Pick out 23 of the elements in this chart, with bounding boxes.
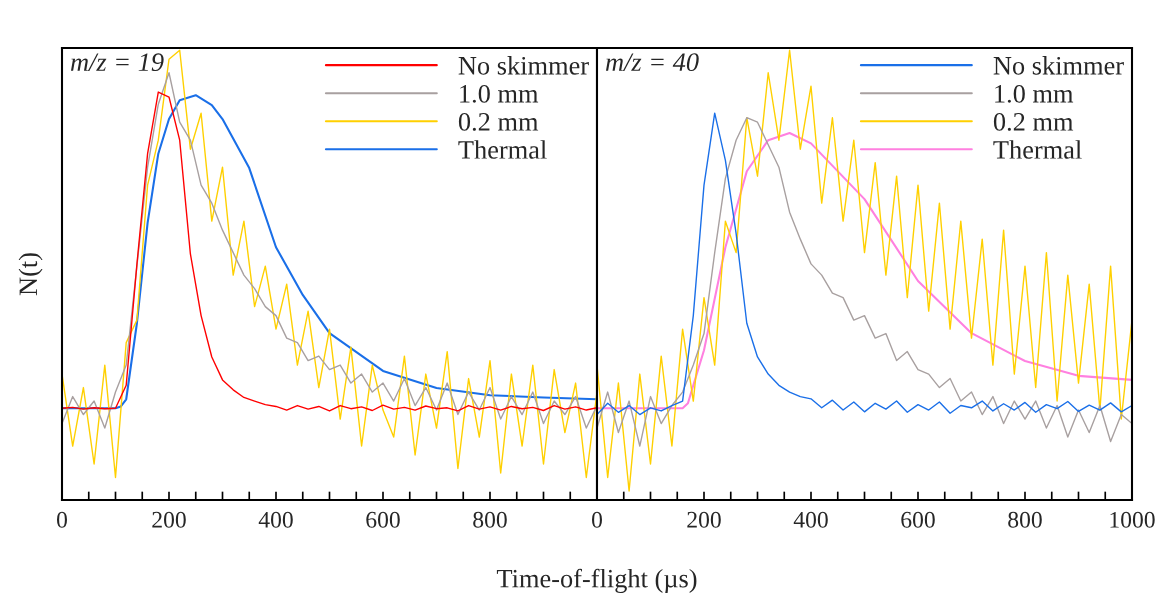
legend-label: Thermal <box>993 140 1082 159</box>
legend-label: Thermal <box>458 140 547 159</box>
x-tick-label: 400 <box>258 511 293 528</box>
annotation: m/z = 19 <box>70 53 164 72</box>
y-axis-title: N(t) <box>18 253 43 296</box>
x-tick-label: 400 <box>793 511 828 528</box>
legend-label: No skimmer <box>458 56 589 75</box>
x-tick-label: 600 <box>366 511 400 528</box>
x-tick-label: 800 <box>1008 511 1042 528</box>
legend-label: 1.0 mm <box>995 84 1074 103</box>
x-tick-label: 0 <box>592 511 602 528</box>
x-tick-label: 800 <box>473 511 507 528</box>
annotation: m/z = 40 <box>605 53 699 72</box>
legend-label: 0.2 mm <box>993 112 1074 131</box>
x-tick-label: 1000 <box>1110 511 1155 528</box>
x-axis-title: Time-of-flight (µs) <box>496 568 697 593</box>
x-tick-label: 0 <box>57 511 67 528</box>
x-tick-label: 600 <box>901 511 935 528</box>
legend-label: No skimmer <box>993 56 1124 75</box>
legend-label: 1.0 mm <box>460 84 539 103</box>
x-tick-label: 200 <box>152 511 186 528</box>
x-tick-label: 200 <box>687 511 721 528</box>
legend-label: 0.2 mm <box>458 112 539 131</box>
